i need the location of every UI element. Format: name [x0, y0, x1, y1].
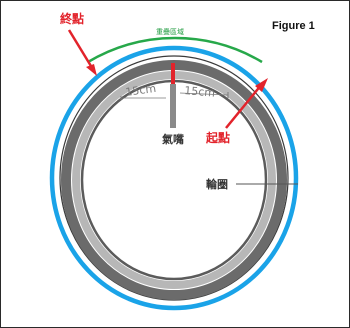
rim-label: 輪圈	[206, 177, 228, 191]
valve-stem	[171, 63, 175, 85]
distance-left-label: 15cm	[125, 82, 157, 99]
overlap-arc	[87, 36, 263, 64]
start-point-arrow	[225, 78, 268, 129]
overlap-label: 重疊區域	[156, 27, 184, 36]
end-point-arrow	[67, 29, 97, 76]
distance-right-label: 15cm	[184, 84, 216, 100]
valve-body	[170, 84, 176, 128]
end-point-label: 終點	[60, 11, 84, 26]
valve-label: 氣嘴	[162, 132, 184, 146]
start-point-label: 起點	[205, 130, 230, 145]
figure-title: Figure 1	[272, 20, 315, 32]
measure-left	[120, 96, 166, 100]
measure-right	[179, 92, 229, 98]
rim-tape-ring	[49, 45, 299, 311]
